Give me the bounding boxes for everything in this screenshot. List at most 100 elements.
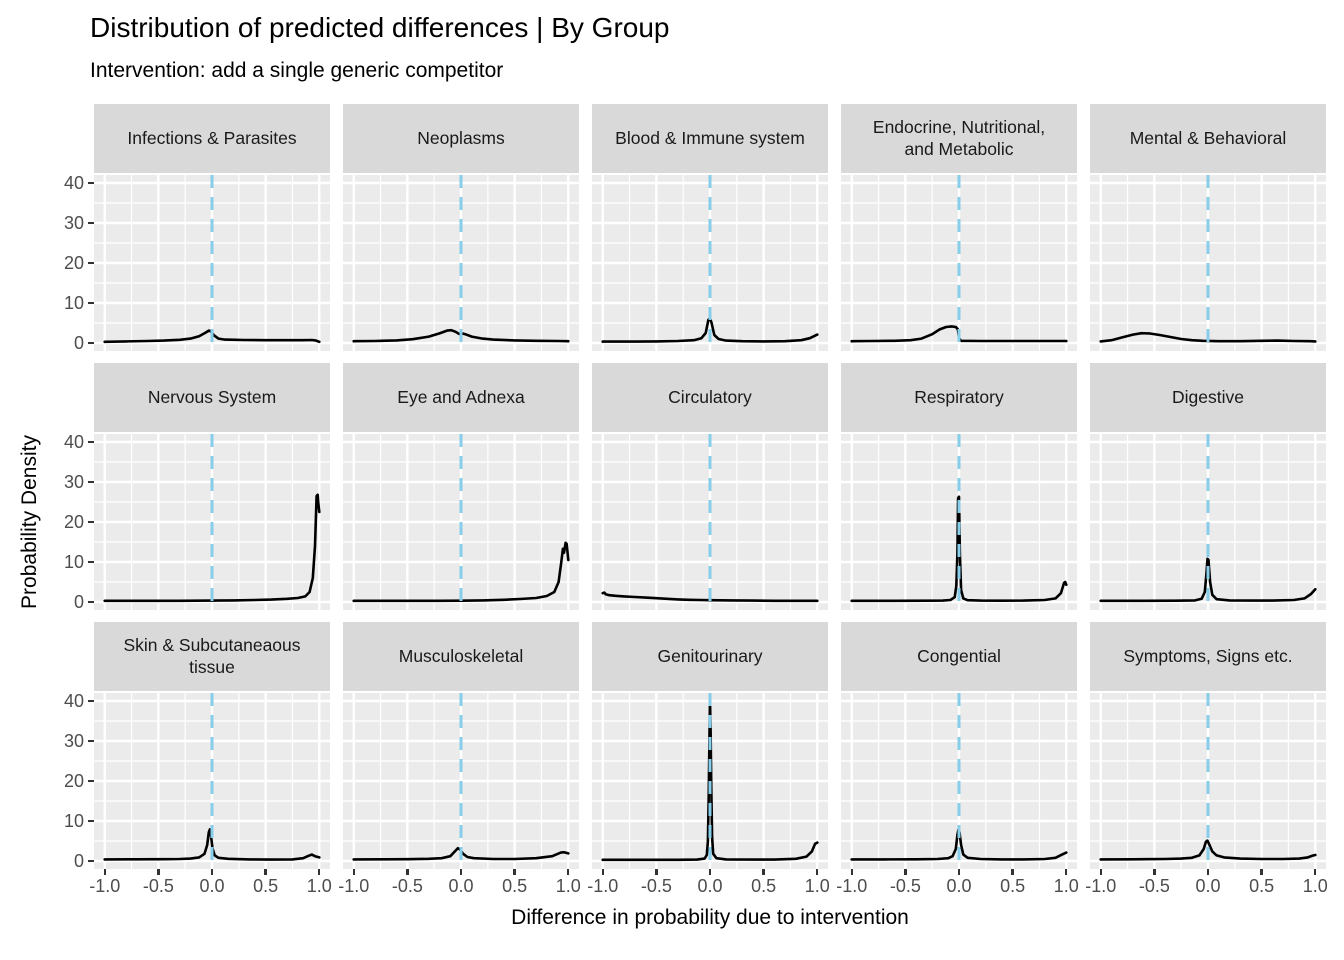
density-plot [841, 175, 1077, 351]
facet-infections-parasites: Infections & Parasites [94, 104, 330, 351]
x-tick-mark [850, 869, 853, 875]
x-tick-label: 0.5 [1000, 876, 1026, 896]
y-tick-mark [88, 820, 94, 823]
x-tick-mark [406, 869, 409, 875]
density-plot [343, 693, 579, 869]
y-tick-mark [88, 262, 94, 265]
facet-endocrine-metabolic: Endocrine, Nutritional, and Metabolic [841, 104, 1077, 351]
density-curve [1099, 331, 1317, 343]
facet-panel [1090, 175, 1326, 351]
y-tick-label: 30 [63, 213, 84, 233]
density-curve [850, 325, 1068, 343]
facet-musculoskeletal: Musculoskeletal [343, 622, 579, 869]
x-tick-label: -1.0 [89, 876, 121, 896]
x-tick-label: -0.5 [640, 876, 672, 896]
x-tick-label: -1.0 [1085, 876, 1117, 896]
facet-strip-label: Skin & Subcutaneaous tissue [94, 622, 330, 691]
x-tick-mark [1206, 869, 1210, 875]
y-tick-label: 20 [63, 253, 84, 273]
x-tick-label: 0.0 [1195, 876, 1221, 896]
x-tick-label: 0.0 [697, 876, 723, 896]
facet-panel [592, 434, 828, 610]
y-tick-label: 0 [73, 592, 84, 612]
facet-mental-behavioral: Mental & Behavioral [1090, 104, 1326, 351]
facet-panel [592, 175, 828, 351]
x-tick-label: 1.0 [1302, 876, 1328, 896]
density-plot [94, 693, 330, 869]
x-tick-mark [904, 869, 907, 875]
density-plot [841, 693, 1077, 869]
density-curve [352, 541, 570, 603]
facet-panel [841, 693, 1077, 869]
facet-strip-label: Symptoms, Signs etc. [1090, 622, 1326, 691]
facet-panel [94, 693, 330, 869]
y-tick-mark [88, 561, 94, 564]
x-tick-label: -1.0 [836, 876, 868, 896]
y-tick-mark [88, 441, 94, 444]
y-tick-mark [88, 740, 94, 743]
x-tick-label: 0.5 [751, 876, 777, 896]
density-curve [601, 316, 819, 343]
facet-neoplasms: Neoplasms [343, 104, 579, 351]
facet-congential: Congential [841, 622, 1077, 869]
facet-panel [94, 175, 330, 351]
x-tick-label: 1.0 [306, 876, 332, 896]
density-curve [601, 591, 819, 603]
y-tick-label: 40 [63, 691, 84, 711]
density-plot [592, 693, 828, 869]
x-tick-mark [655, 869, 658, 875]
density-curve [1099, 839, 1317, 861]
y-tick-mark [88, 601, 94, 604]
x-tick-label: 1.0 [1053, 876, 1079, 896]
x-tick-label: -1.0 [587, 876, 619, 896]
x-tick-mark [957, 869, 961, 875]
x-tick-mark [816, 869, 819, 875]
facet-strip-label: Mental & Behavioral [1090, 104, 1326, 173]
x-tick-mark [157, 869, 160, 875]
x-tick-label: -1.0 [338, 876, 370, 896]
facet-strip-label: Congential [841, 622, 1077, 691]
y-tick-mark [88, 302, 94, 305]
facet-digestive: Digestive [1090, 363, 1326, 610]
x-tick-label: -0.5 [889, 876, 921, 896]
facet-strip-label: Respiratory [841, 363, 1077, 432]
density-plot [1090, 175, 1326, 351]
x-tick-mark [103, 869, 106, 875]
facet-panel [592, 693, 828, 869]
x-tick-label: -0.5 [391, 876, 423, 896]
x-tick-mark [601, 869, 604, 875]
density-plot [343, 434, 579, 610]
facet-panel [94, 434, 330, 610]
x-tick-label: -0.5 [142, 876, 174, 896]
x-tick-mark [352, 869, 355, 875]
y-tick-mark [88, 222, 94, 225]
facet-nervous-system: Nervous System [94, 363, 330, 610]
y-tick-label: 30 [63, 731, 84, 751]
x-tick-label: 1.0 [555, 876, 581, 896]
y-tick-mark [88, 182, 94, 185]
facet-panel [841, 175, 1077, 351]
y-tick-label: 40 [63, 432, 84, 452]
y-tick-label: 30 [63, 472, 84, 492]
x-tick-label: 1.0 [804, 876, 830, 896]
facet-genitourinary: Genitourinary [592, 622, 828, 869]
density-curve [850, 828, 1068, 861]
density-curve [850, 495, 1068, 603]
facet-strip-label: Neoplasms [343, 104, 579, 173]
density-plot [592, 434, 828, 610]
density-curve [352, 846, 570, 861]
y-tick-label: 0 [73, 851, 84, 871]
y-tick-mark [88, 521, 94, 524]
facet-panel [1090, 693, 1326, 869]
y-tick-mark [88, 780, 94, 783]
density-plot [94, 175, 330, 351]
density-plot [1090, 693, 1326, 869]
facet-strip-label: Eye and Adnexa [343, 363, 579, 432]
x-tick-label: 0.5 [502, 876, 528, 896]
x-tick-mark [762, 869, 765, 875]
x-tick-mark [1153, 869, 1156, 875]
facet-strip-label: Nervous System [94, 363, 330, 432]
x-tick-mark [459, 869, 463, 875]
density-plot [1090, 434, 1326, 610]
